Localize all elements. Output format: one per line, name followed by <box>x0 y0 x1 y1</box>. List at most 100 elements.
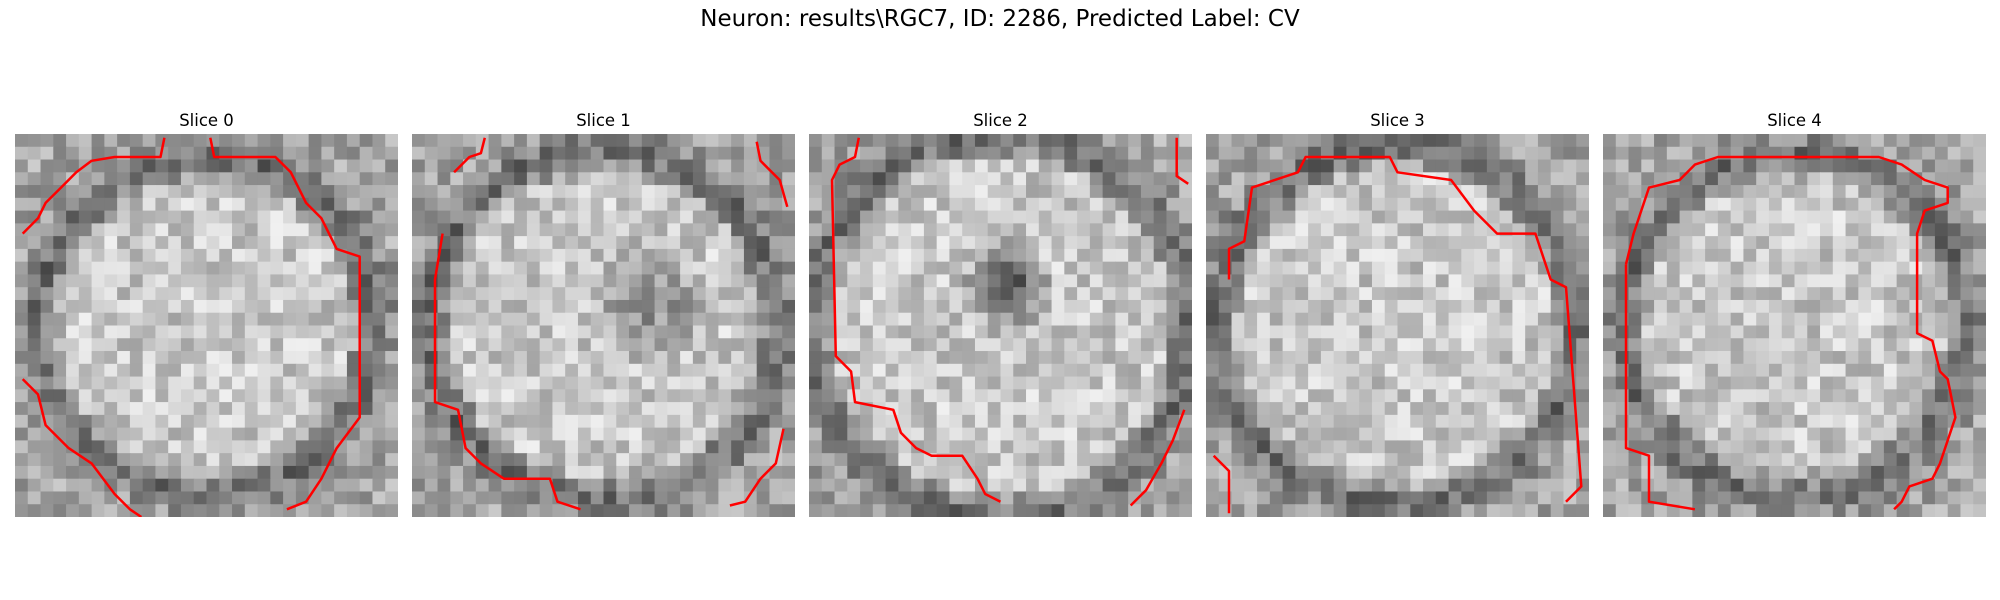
pixel-cell <box>769 312 783 327</box>
pixel-cell <box>923 274 938 288</box>
pixel-cell <box>1603 312 1617 327</box>
pixel-cell <box>232 389 246 403</box>
pixel-cell <box>1832 172 1847 186</box>
pixel-cell <box>885 299 899 314</box>
pixel-cell <box>1448 274 1462 288</box>
pixel-cell <box>488 478 502 493</box>
pixel-cell <box>104 389 118 403</box>
pixel-cell <box>834 414 848 429</box>
pixel-cell <box>629 312 643 327</box>
pixel-cell <box>346 134 361 148</box>
pixel-cell <box>142 389 157 403</box>
pixel-cell <box>295 414 310 429</box>
pixel-cell <box>1435 185 1450 199</box>
pixel-cell <box>1346 478 1360 493</box>
pixel-cell <box>334 504 348 517</box>
pixel-cell <box>168 223 182 237</box>
pixel-cell <box>847 287 861 301</box>
pixel-cell <box>756 440 771 454</box>
pixel-cell <box>1410 465 1424 480</box>
pixel-cell <box>834 478 848 493</box>
pixel-cell <box>962 299 976 314</box>
pixel-cell <box>577 261 592 276</box>
pixel-cell <box>1026 414 1040 429</box>
pixel-cell <box>1064 478 1078 493</box>
pixel-cell <box>1474 389 1488 403</box>
pixel-cell <box>1820 248 1834 263</box>
pixel-cell <box>1397 440 1411 454</box>
pixel-cell <box>1257 338 1271 352</box>
pixel-cell <box>1499 261 1513 276</box>
pixel-cell <box>1397 299 1411 314</box>
pixel-cell <box>1563 478 1577 493</box>
pixel-cell <box>450 248 464 263</box>
pixel-cell <box>1922 325 1936 339</box>
pixel-cell <box>1461 491 1475 505</box>
pixel-cell <box>1295 504 1309 517</box>
pixel-cell <box>1218 312 1233 327</box>
pixel-cell <box>1692 402 1706 416</box>
pixel-cell <box>885 351 899 365</box>
pixel-cell <box>501 210 515 224</box>
pixel-cell <box>1448 236 1462 250</box>
pixel-cell <box>974 134 989 148</box>
pixel-cell <box>1603 351 1617 365</box>
pixel-cell <box>680 504 694 517</box>
pixel-cell <box>514 351 528 365</box>
pixel-cell <box>1115 465 1129 480</box>
pixel-cell <box>1089 287 1104 301</box>
pixel-cell <box>219 172 233 186</box>
pixel-cell <box>769 261 783 276</box>
pixel-cell <box>1153 491 1168 505</box>
pixel-cell <box>949 146 963 161</box>
pixel-cell <box>1077 185 1091 199</box>
pixel-cell <box>1896 223 1910 237</box>
pixel-cell <box>1102 134 1116 148</box>
pixel-cell <box>1218 389 1233 403</box>
pixel-cell <box>1038 299 1053 314</box>
pixel-cell <box>1320 210 1335 224</box>
pixel-cell <box>1461 376 1475 390</box>
pixel-cell <box>1461 159 1475 173</box>
pixel-cell <box>1512 134 1526 148</box>
pixel-cell <box>705 363 719 378</box>
pixel-cell <box>1269 299 1284 314</box>
pixel-cell <box>1654 414 1668 429</box>
pixel-cell <box>1537 299 1552 314</box>
pixel-cell <box>1013 414 1027 429</box>
pixel-cell <box>1077 325 1091 339</box>
pixel-cell <box>1845 134 1859 148</box>
pixel-cell <box>1000 299 1014 314</box>
pixel-cell <box>437 504 451 517</box>
pixel-cell <box>1537 504 1552 517</box>
pixel-cell <box>1026 299 1040 314</box>
pixel-cell <box>385 478 398 493</box>
pixel-cell <box>667 159 681 173</box>
pixel-cell <box>756 287 771 301</box>
pixel-cell <box>1628 376 1642 390</box>
pixel-cell <box>1858 134 1872 148</box>
pixel-cell <box>1064 197 1078 212</box>
pixel-cell <box>257 261 271 276</box>
pixel-cell <box>1269 402 1284 416</box>
pixel-cell <box>1257 427 1271 441</box>
pixel-cell <box>603 338 617 352</box>
pixel-cell <box>1781 197 1796 212</box>
pixel-cell <box>743 197 758 212</box>
pixel-cell <box>450 376 464 390</box>
pixel-cell <box>1140 185 1155 199</box>
pixel-cell <box>923 325 938 339</box>
pixel-cell <box>1947 453 1962 467</box>
pixel-cell <box>809 197 823 212</box>
pixel-cell <box>526 312 541 327</box>
pixel-cell <box>1576 146 1589 161</box>
pixel-cell <box>603 223 617 237</box>
pixel-cell <box>1128 146 1142 161</box>
pixel-cell <box>590 146 605 161</box>
pixel-cell <box>385 453 398 467</box>
pixel-cell <box>232 478 246 493</box>
pixel-cell <box>142 261 157 276</box>
pixel-cell <box>821 338 836 352</box>
pixel-cell <box>180 504 195 517</box>
pixel-cell <box>66 146 80 161</box>
